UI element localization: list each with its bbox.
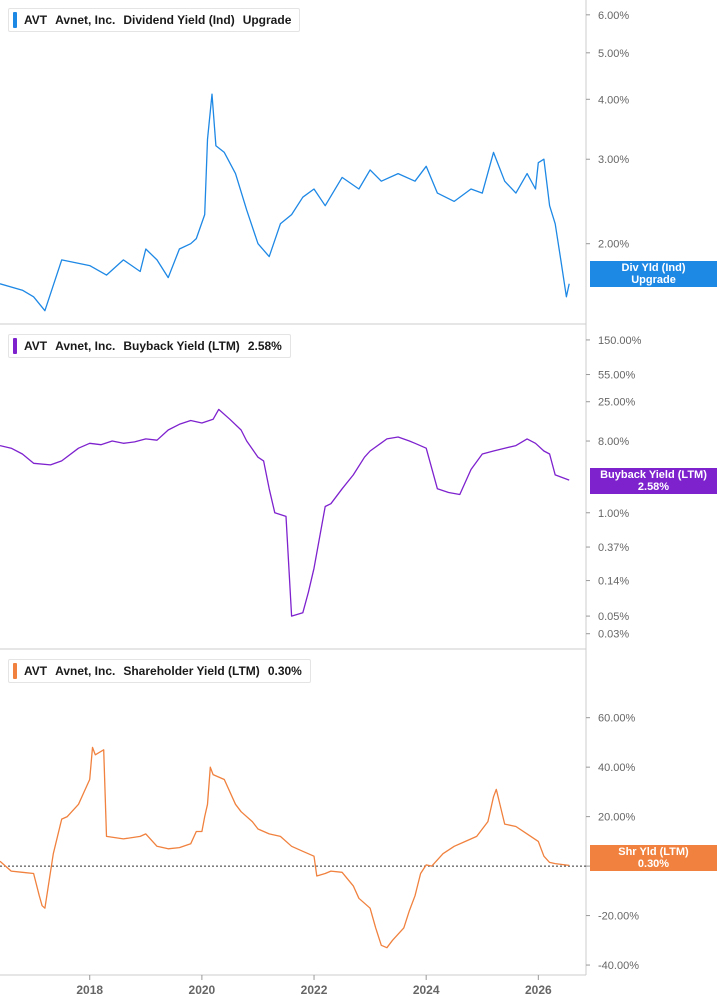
y-tick-label: 8.00% xyxy=(598,436,629,448)
y-tick-label: 40.00% xyxy=(598,762,636,774)
series-line xyxy=(0,408,570,617)
legend-swatch-shareholder xyxy=(13,663,17,679)
legend-value: 2.58% xyxy=(247,339,282,353)
value-tag-value: 2.58% xyxy=(637,481,670,493)
x-tick-label: 2024 xyxy=(413,983,440,997)
legend-company: Avnet, Inc. xyxy=(55,664,116,678)
y-tick-label: 55.00% xyxy=(598,370,636,382)
y-tick-label: 0.05% xyxy=(598,611,629,623)
series-line xyxy=(0,93,570,312)
y-tick-label: 150.00% xyxy=(598,335,642,347)
value-tag-dividend: Div Yld (Ind) Upgrade xyxy=(590,261,717,287)
x-tick-label: 2022 xyxy=(301,983,328,997)
y-tick-label: 3.00% xyxy=(598,154,629,166)
y-tick-label: 0.37% xyxy=(598,542,629,554)
y-tick-label: 6.00% xyxy=(598,10,629,22)
value-tag-shareholder: Shr Yld (LTM) 0.30% xyxy=(590,845,717,871)
x-tick-label: 2020 xyxy=(189,983,216,997)
legend-ticker: AVT xyxy=(24,664,48,678)
legend-dividend: AVT Avnet, Inc. Dividend Yield (Ind) Upg… xyxy=(8,8,301,32)
legend-swatch-buyback xyxy=(13,338,17,354)
value-tag-value[interactable]: Upgrade xyxy=(631,274,676,286)
y-tick-label: 20.00% xyxy=(598,812,636,824)
y-tick-label: -40.00% xyxy=(598,960,639,972)
legend-buyback: AVT Avnet, Inc. Buyback Yield (LTM) 2.58… xyxy=(8,334,291,358)
value-tag-buyback: Buyback Yield (LTM) 2.58% xyxy=(590,468,717,494)
value-tag-label: Buyback Yield (LTM) xyxy=(600,469,707,481)
y-tick-label: 4.00% xyxy=(598,94,629,106)
y-tick-label: 2.00% xyxy=(598,239,629,251)
value-tag-label: Div Yld (Ind) xyxy=(621,262,686,274)
y-tick-label: 60.00% xyxy=(598,713,636,725)
y-tick-label: -20.00% xyxy=(598,911,639,923)
legend-upgrade-link[interactable]: Upgrade xyxy=(242,13,292,27)
y-tick-label: 0.14% xyxy=(598,576,629,588)
legend-swatch-dividend xyxy=(13,12,17,28)
y-tick-label: 5.00% xyxy=(598,48,629,60)
legend-ticker: AVT xyxy=(24,13,48,27)
series-line xyxy=(0,746,570,949)
legend-metric: Shareholder Yield (LTM) xyxy=(123,664,260,678)
legend-shareholder: AVT Avnet, Inc. Shareholder Yield (LTM) … xyxy=(8,659,311,683)
y-tick-label: 0.03% xyxy=(598,629,629,641)
value-tag-label: Shr Yld (LTM) xyxy=(618,846,689,858)
legend-value: 0.30% xyxy=(267,664,302,678)
y-tick-label: 1.00% xyxy=(598,508,629,520)
legend-company: Avnet, Inc. xyxy=(55,339,116,353)
legend-metric: Dividend Yield (Ind) xyxy=(123,13,235,27)
y-tick-label: 25.00% xyxy=(598,397,636,409)
x-tick-label: 2026 xyxy=(525,983,552,997)
legend-metric: Buyback Yield (LTM) xyxy=(123,339,240,353)
legend-company: Avnet, Inc. xyxy=(55,13,116,27)
legend-ticker: AVT xyxy=(24,339,48,353)
x-tick-label: 2018 xyxy=(76,983,103,997)
value-tag-value: 0.30% xyxy=(637,858,670,870)
